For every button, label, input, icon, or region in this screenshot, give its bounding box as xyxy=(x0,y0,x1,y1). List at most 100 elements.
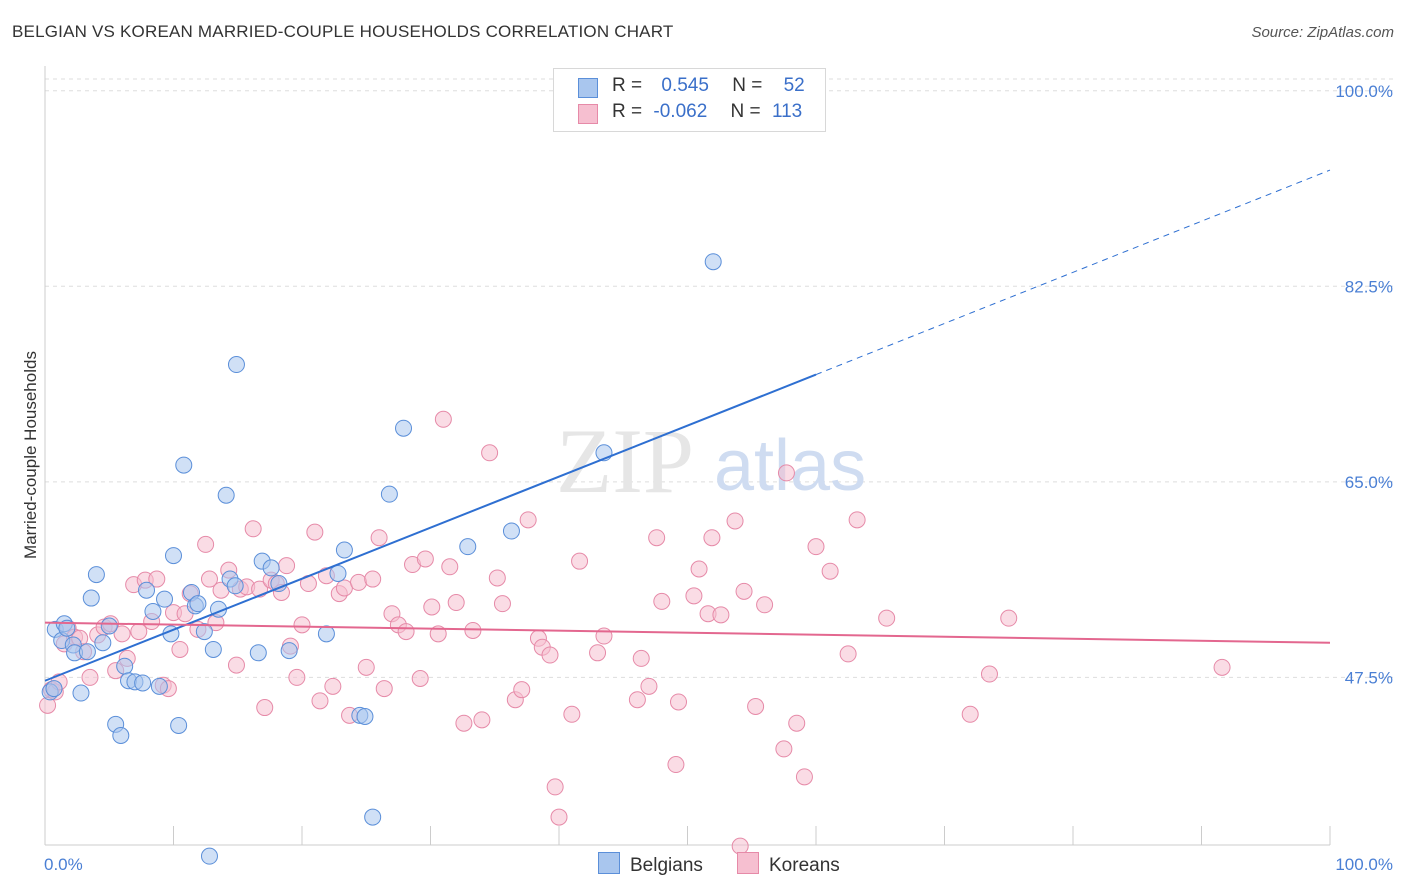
korean-point xyxy=(541,646,559,664)
legend-text-koreans: R = -0.062 N = 113 xyxy=(612,101,802,123)
korean-point xyxy=(441,558,459,576)
bottom-legend-label-belgians: Belgians xyxy=(630,855,703,876)
korean-point xyxy=(788,714,806,732)
x-tick-label-min: 0.0% xyxy=(44,855,83,874)
belgian-point xyxy=(217,486,235,504)
belgian-point xyxy=(138,581,156,599)
bottom-legend-swatch-belgians xyxy=(598,852,620,874)
korean-point xyxy=(447,594,465,612)
belgian-point xyxy=(156,590,174,608)
legend: R = 0.545 N = 52 R = -0.062 N = 113 xyxy=(553,68,826,132)
korean-point xyxy=(357,658,375,676)
legend-text-belgians: R = 0.545 N = 52 xyxy=(612,75,805,97)
y-tick-labels: 47.5% 65.0% 82.5% 100.0% xyxy=(1335,82,1393,688)
y-tick-label-0: 47.5% xyxy=(1345,668,1393,687)
korean-point xyxy=(648,529,666,547)
korean-point xyxy=(653,592,671,610)
belgian-point xyxy=(502,522,520,540)
belgian-point xyxy=(262,559,280,577)
source-label: Source: ZipAtlas.com xyxy=(1251,24,1394,41)
korean-point xyxy=(416,550,434,568)
legend-r-value: -0.062 xyxy=(653,101,708,122)
legend-r-label: R = xyxy=(612,75,643,96)
korean-point xyxy=(519,511,537,529)
korean-point xyxy=(670,693,688,711)
belgian-trend-line xyxy=(44,373,817,682)
korean-point xyxy=(571,552,589,570)
korean-point xyxy=(667,756,685,774)
x-tick-label-max: 100.0% xyxy=(1335,855,1393,874)
korean-point xyxy=(370,529,388,547)
korean-point xyxy=(481,444,499,462)
korean-point xyxy=(795,768,813,786)
korean-point xyxy=(256,699,274,717)
bottom-legend-label-koreans: Koreans xyxy=(769,855,840,876)
korean-point xyxy=(735,582,753,600)
korean-point xyxy=(685,587,703,605)
korean-point xyxy=(148,570,166,588)
belgian-point xyxy=(45,680,63,698)
trend-lines xyxy=(44,169,1331,682)
korean-point xyxy=(278,557,296,575)
legend-r-value: 0.545 xyxy=(661,75,709,96)
y-tick-label-2: 82.5% xyxy=(1345,277,1393,296)
watermark-zip: ZIP xyxy=(556,410,694,512)
korean-trend-line xyxy=(44,621,1331,644)
korean-point xyxy=(546,778,564,796)
legend-r-label: R = xyxy=(612,101,643,122)
korean-point xyxy=(364,570,382,588)
belgian-point xyxy=(335,541,353,559)
korean-point xyxy=(747,697,765,715)
korean-point xyxy=(293,616,311,634)
korean-point xyxy=(227,656,245,674)
belgian-point xyxy=(280,642,298,660)
belgian-point xyxy=(144,602,162,620)
korean-point xyxy=(434,410,452,428)
belgian-point xyxy=(170,716,188,734)
korean-point xyxy=(464,621,482,639)
korean-point xyxy=(775,740,793,758)
belgian-point xyxy=(87,566,105,584)
belgian-point xyxy=(116,657,134,675)
korean-point xyxy=(848,511,866,529)
korean-point xyxy=(839,645,857,663)
belgian-point xyxy=(189,595,207,613)
korean-point xyxy=(130,623,148,641)
korean-point xyxy=(306,523,324,541)
legend-n-label: N = xyxy=(730,101,761,122)
korean-point xyxy=(550,808,568,826)
legend-n-value: 52 xyxy=(783,75,805,96)
korean-point xyxy=(324,677,342,695)
korean-point xyxy=(807,538,825,556)
belgian-point xyxy=(364,808,382,826)
korean-point xyxy=(703,529,721,547)
belgian-point xyxy=(82,589,100,607)
belgian-point xyxy=(195,623,213,641)
belgian-point xyxy=(200,847,218,865)
korean-point xyxy=(726,512,744,530)
belgian-point xyxy=(395,419,413,437)
korean-point xyxy=(777,464,795,482)
belgian-point xyxy=(112,726,130,744)
korean-point xyxy=(690,560,708,578)
bottom-legend-koreans: Koreans xyxy=(737,852,840,877)
korean-point xyxy=(375,680,393,698)
belgian-point xyxy=(134,674,152,692)
belgian-point xyxy=(165,547,182,565)
korean-point xyxy=(488,569,506,587)
belgian-point xyxy=(227,356,245,374)
belgian-point xyxy=(226,577,244,595)
korean-point xyxy=(563,705,581,723)
legend-swatch-belgians xyxy=(578,78,598,98)
belgian-point xyxy=(58,619,76,637)
korean-point xyxy=(878,609,896,627)
korean-point xyxy=(200,570,218,588)
belgian-point xyxy=(100,617,118,635)
korean-point xyxy=(113,625,131,643)
belgian-point xyxy=(249,644,267,662)
belgian-point xyxy=(150,677,168,695)
korean-point xyxy=(335,579,353,597)
korean-point xyxy=(632,649,650,667)
korean-point xyxy=(1213,658,1231,676)
